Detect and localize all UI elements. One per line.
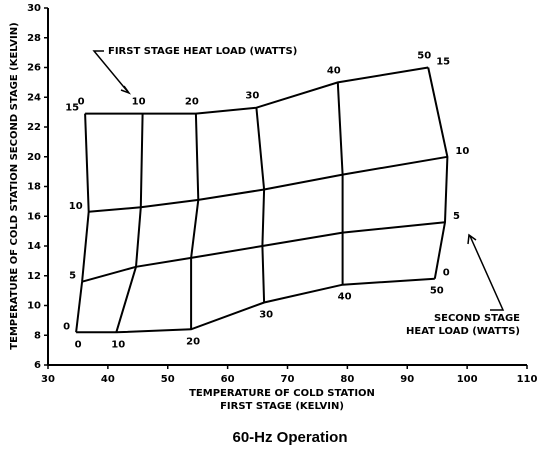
annotation-arrow [120,85,132,95]
y-tick-label: 16 [27,211,41,222]
annotation: SECOND STAGE [434,313,520,324]
first-stage-load-label: 50 [417,51,431,62]
chart-title: 60-Hz Operation [232,429,347,446]
x-tick-label: 80 [340,374,354,385]
first-stage-load-label: 30 [245,91,259,102]
annotation-arrow [467,233,477,245]
second-stage-load-label: 5 [69,271,76,282]
first-stage-load-label: 10 [132,97,146,108]
first-stage-load-label: 20 [185,97,199,108]
first-stage-load-label: 50 [430,286,444,297]
second-stage-load-line [81,221,446,283]
first-stage-load-line [115,113,144,333]
y-tick-label: 8 [34,330,41,341]
y-tick-label: 18 [27,182,41,193]
second-stage-load-label: 10 [69,201,83,212]
second-stage-load-label: 0 [63,321,70,332]
y-tick-label: 24 [27,92,41,103]
x-tick-label: 70 [281,374,295,385]
first-stage-load-label: 0 [75,339,82,350]
first-stage-load-label: 0 [78,97,85,108]
second-stage-load-label: 10 [455,146,469,157]
x-axis-label: FIRST STAGE (KELVIN) [220,401,344,412]
second-stage-load-label: 15 [65,103,79,114]
first-stage-load-line [190,113,200,330]
y-tick-label: 30 [27,3,41,14]
y-tick-label: 28 [27,33,41,44]
y-tick-label: 6 [34,360,41,371]
x-tick-label: 50 [161,374,175,385]
first-stage-load-line [255,107,266,303]
y-axis-label: TEMPERATURE OF COLD STATION SECOND STAGE… [9,22,20,349]
second-stage-load-line [76,277,435,334]
first-stage-load-label: 40 [327,65,341,76]
y-tick-label: 14 [27,241,41,252]
annotation-arrow [92,50,129,93]
y-tick-label: 20 [27,152,41,163]
x-tick-label: 110 [517,374,538,385]
x-axis-label: TEMPERATURE OF COLD STATION [189,388,375,399]
x-tick-label: 30 [41,374,55,385]
first-stage-load-line [75,113,90,333]
first-stage-load-label: 40 [338,292,352,303]
second-stage-load-label: 5 [453,211,460,222]
y-tick-label: 22 [27,122,41,133]
y-tick-label: 26 [27,63,41,74]
first-stage-load-line [427,67,449,279]
annotation: FIRST STAGE HEAT LOAD (WATTS) [108,46,297,57]
x-tick-label: 100 [457,374,478,385]
first-stage-load-label: 10 [111,339,125,350]
second-stage-load-label: 15 [436,57,450,68]
annotation-arrow [469,235,505,311]
x-tick-label: 60 [221,374,235,385]
first-stage-load-label: 20 [186,336,200,347]
y-tick-label: 10 [27,301,41,312]
second-stage-load-line [85,66,429,115]
x-tick-label: 40 [101,374,115,385]
x-tick-label: 90 [400,374,414,385]
y-tick-label: 12 [27,271,41,282]
second-stage-load-label: 0 [443,268,450,279]
first-stage-load-label: 30 [259,310,273,321]
first-stage-load-line [336,82,344,285]
second-stage-load-line [88,155,448,213]
annotation: HEAT LOAD (WATTS) [406,326,520,337]
